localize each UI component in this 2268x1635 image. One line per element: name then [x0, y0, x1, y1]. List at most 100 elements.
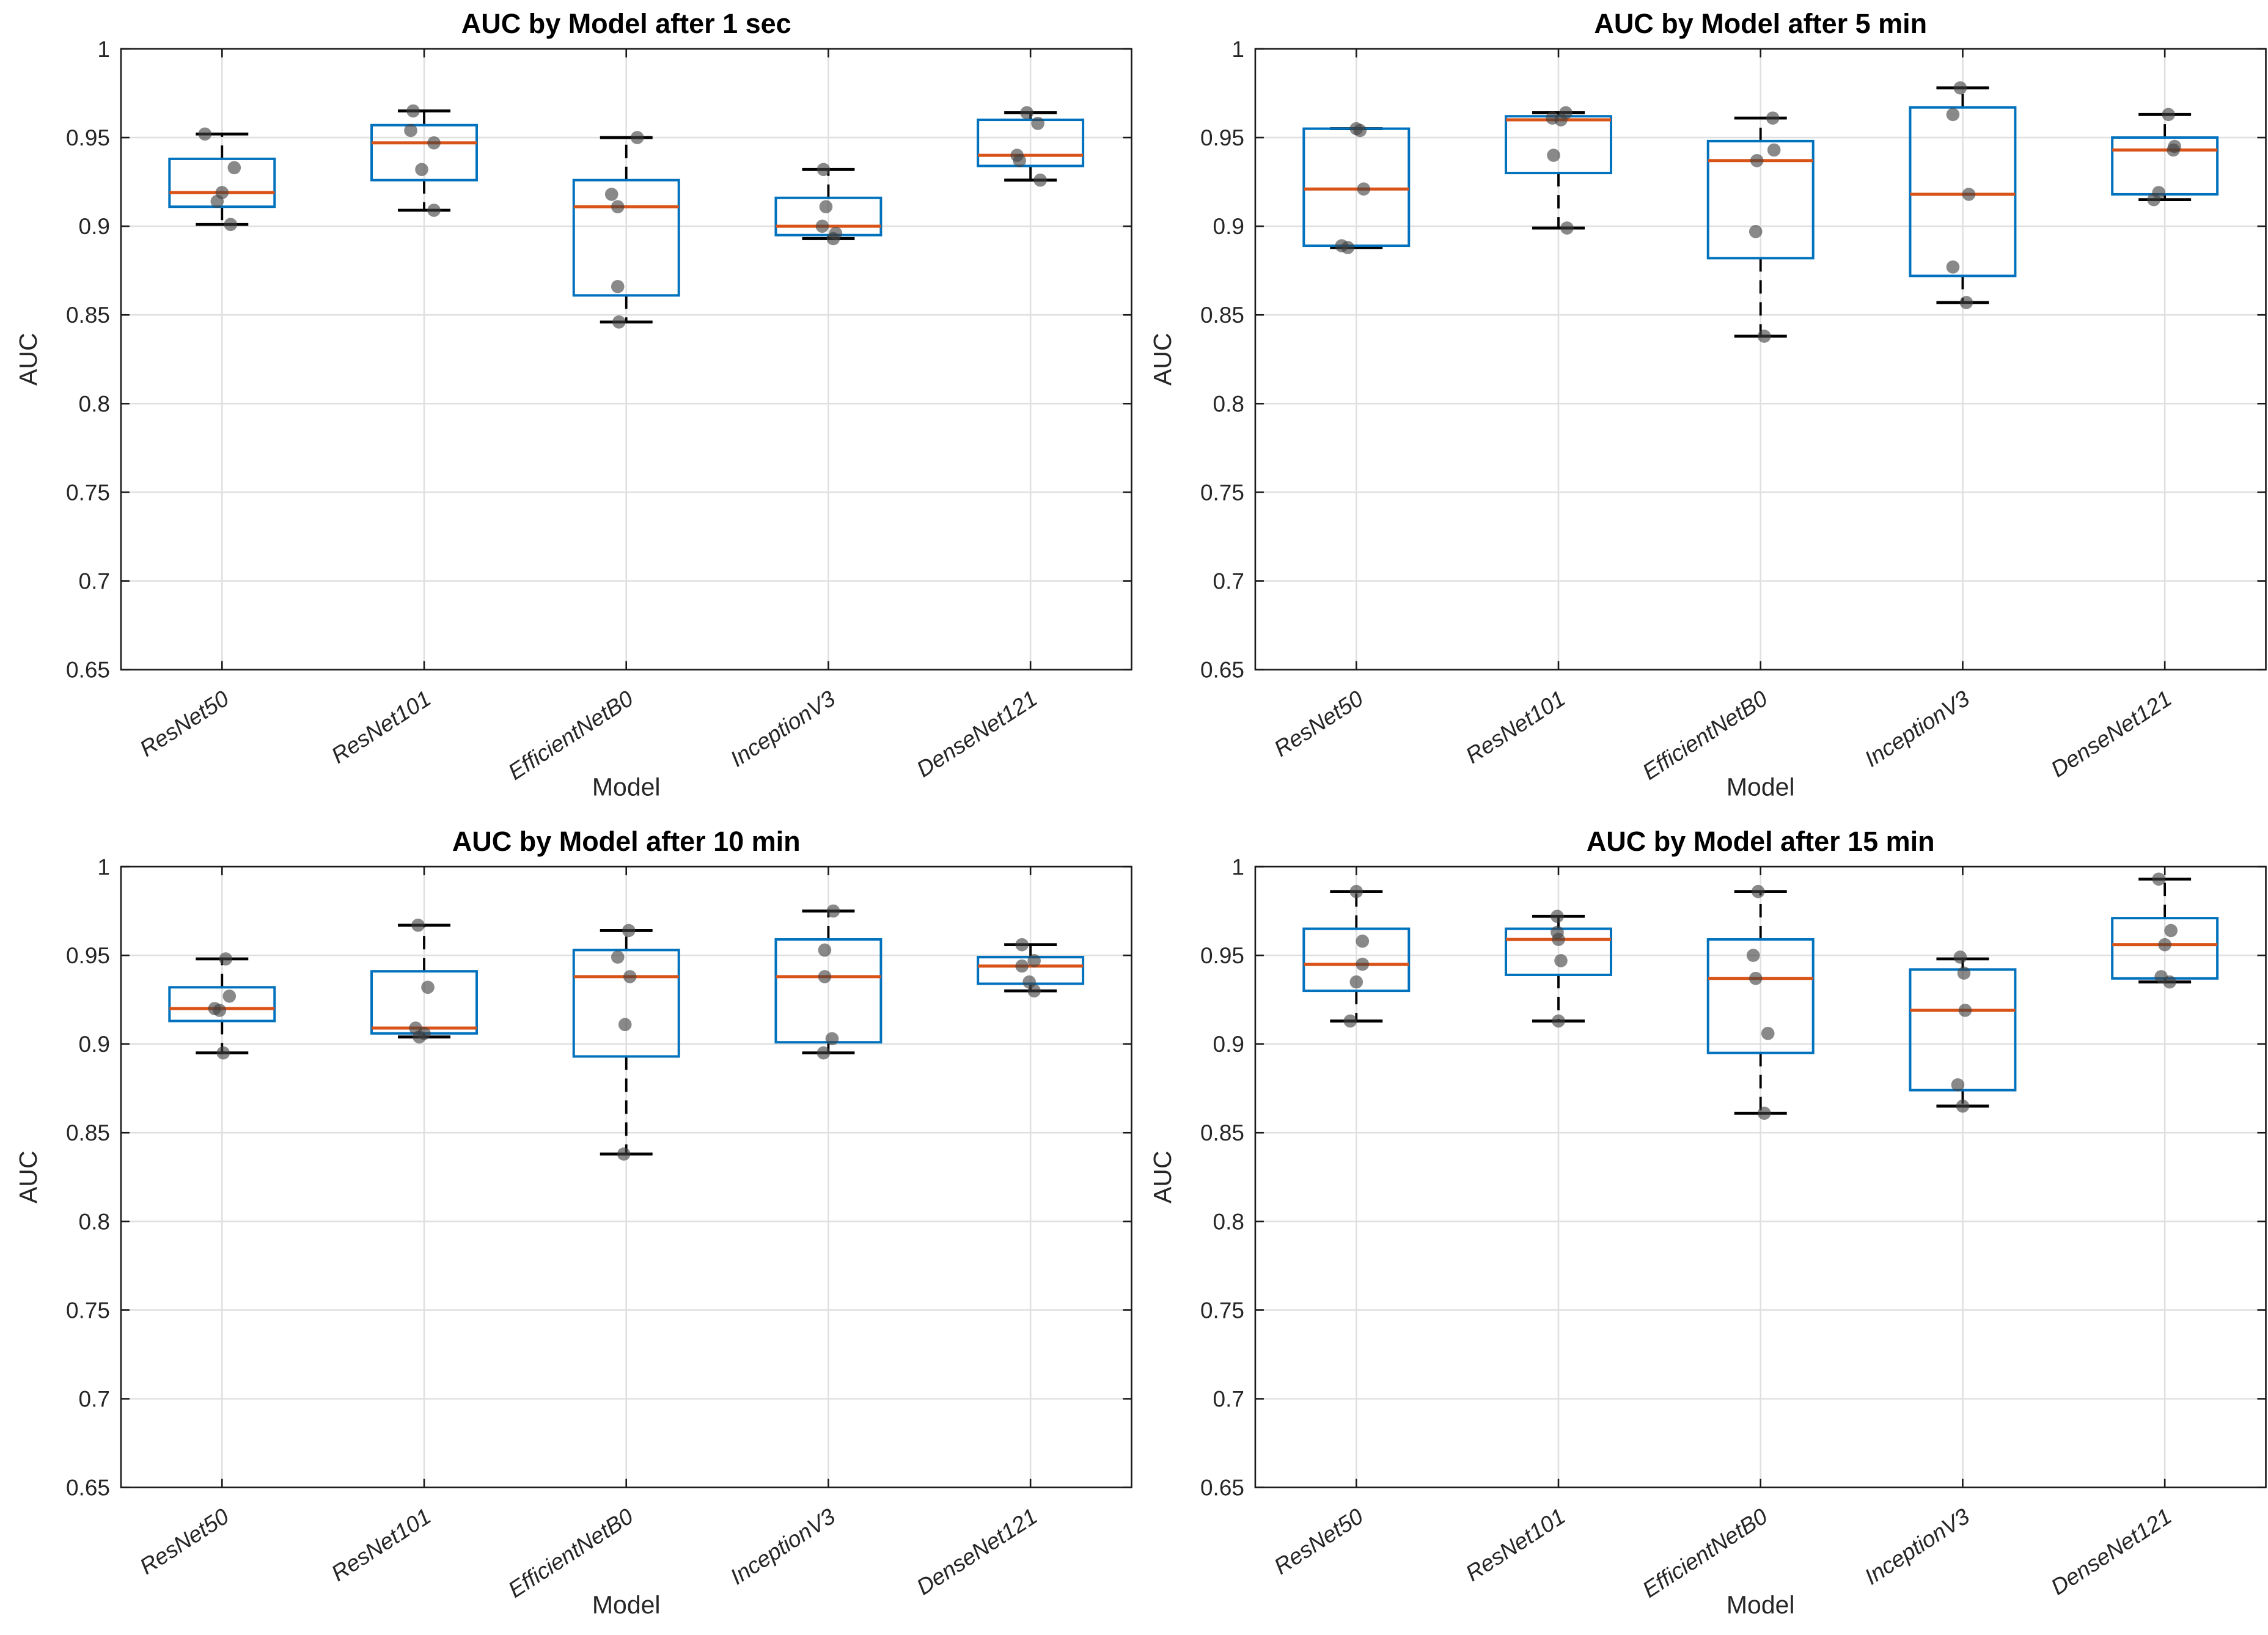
boxplot-after-10-min: 0.65 0.7 0.75 0.8 0.85 0.9 0.95 1 ResNet50 ResNet…	[14, 825, 1132, 1618]
data-point	[404, 123, 417, 138]
x-axis-label: Model	[1726, 1590, 1794, 1618]
box-group-ResNet101	[1504, 909, 1612, 1027]
y-axis-label: AUC	[14, 1150, 42, 1203]
data-point	[1020, 106, 1033, 120]
data-point	[825, 1032, 839, 1045]
data-point	[617, 1147, 631, 1161]
y-tick-label: 0.9	[1213, 214, 1244, 239]
data-point	[216, 1046, 230, 1059]
data-point	[219, 952, 233, 966]
data-point	[1551, 932, 1565, 946]
data-point	[1551, 1014, 1565, 1027]
box-group-ResNet50	[168, 127, 276, 232]
y-tick-label: 0.7	[79, 1386, 110, 1411]
data-point	[1746, 948, 1760, 962]
data-point	[1957, 966, 1970, 980]
x-tick-label: InceptionV3	[1860, 1503, 1973, 1589]
box-group-ResNet101	[370, 104, 478, 217]
box-group-InceptionV3	[1908, 950, 2016, 1113]
y-tick-label: 0.8	[79, 391, 110, 416]
x-tick-label: EfficientNetB0	[1638, 1503, 1772, 1602]
data-point	[1554, 113, 1568, 127]
y-tick-label: 0.85	[1200, 1120, 1244, 1145]
boxplot-after-15-min: 0.65 0.7 0.75 0.8 0.85 0.9 0.95 1 ResNet50 ResNet…	[1148, 825, 2267, 1618]
data-point	[415, 163, 428, 177]
y-tick-label: 0.75	[1200, 480, 1244, 505]
data-point	[817, 163, 831, 177]
y-tick-label: 0.65	[66, 658, 110, 683]
data-point	[612, 315, 626, 329]
data-point	[1015, 959, 1029, 972]
data-point	[611, 950, 625, 964]
box-group-DenseNet121	[2110, 108, 2218, 207]
tick-marks	[120, 865, 1132, 1488]
box-group-DenseNet121	[977, 938, 1085, 998]
data-point	[1751, 884, 1765, 898]
data-point	[1341, 241, 1354, 254]
data-point	[1353, 123, 1367, 138]
box-group-DenseNet121	[2110, 872, 2218, 988]
data-point	[198, 127, 212, 141]
data-point	[1027, 953, 1041, 968]
x-tick-label: InceptionV3	[1860, 686, 1973, 772]
data-point	[2146, 193, 2160, 207]
data-point	[1031, 117, 1044, 130]
data-point	[1349, 884, 1363, 898]
data-point	[1356, 957, 1369, 971]
data-point	[623, 969, 637, 983]
y-tick-label: 0.7	[1213, 1386, 1244, 1411]
iqr-box	[1706, 139, 1815, 260]
data-point	[604, 188, 618, 201]
data-point	[826, 904, 840, 917]
data-point	[1027, 983, 1041, 998]
box-group-EfficientNetB0	[572, 924, 680, 1161]
y-tick-label: 0.75	[1200, 1298, 1244, 1323]
data-point	[1953, 950, 1967, 964]
data-point	[406, 104, 420, 118]
y-tick-label: 0.95	[1200, 125, 1244, 150]
data-point	[618, 1017, 632, 1031]
data-point	[1761, 1026, 1775, 1040]
iqr-box	[168, 985, 276, 1022]
data-point	[817, 1046, 831, 1059]
grid	[120, 48, 1132, 670]
y-tick-label: 0.75	[66, 480, 110, 505]
iqr-box	[1908, 106, 2016, 277]
iqr-box	[370, 123, 478, 182]
data-point	[421, 980, 435, 994]
iqr-box	[572, 178, 680, 297]
data-point	[427, 204, 441, 217]
y-tick-label: 0.95	[66, 125, 110, 150]
x-axis-label: Model	[592, 1590, 661, 1618]
x-tick-label: DenseNet121	[912, 686, 1042, 782]
data-point	[227, 161, 241, 175]
data-point	[818, 969, 832, 983]
tick-marks	[1255, 865, 2266, 1488]
data-point	[2162, 975, 2176, 988]
data-point	[411, 918, 425, 932]
y-tick-label: 1	[1231, 854, 1244, 879]
grid	[1255, 866, 2266, 1488]
data-point	[427, 136, 441, 150]
data-point	[1013, 153, 1026, 167]
subplot-after-15-min: 0.65 0.7 0.75 0.8 0.85 0.9 0.95 1 ResNet50 ResNet…	[1134, 818, 2268, 1635]
y-tick-label: 0.9	[79, 214, 110, 239]
boxplot-after-5-min: 0.65 0.7 0.75 0.8 0.85 0.9 0.95 1 ResNet50 ResNet…	[1148, 8, 2267, 801]
x-tick-label: ResNet50	[135, 686, 233, 762]
y-tick-label: 1	[1231, 37, 1244, 62]
data-point	[1560, 221, 1574, 235]
grid	[120, 866, 1132, 1488]
x-tick-label: ResNet101	[327, 1503, 435, 1585]
data-point	[1959, 296, 1973, 309]
data-point	[2157, 938, 2171, 951]
box-group-EfficientNetB0	[572, 131, 680, 329]
data-point	[1757, 329, 1771, 343]
x-tick-label: DenseNet121	[2046, 686, 2176, 782]
data-point	[210, 194, 224, 208]
chart-title: AUC by Model after 15 min	[1586, 825, 1934, 856]
data-point	[611, 280, 625, 293]
iqr-box	[168, 157, 276, 208]
x-tick-label: InceptionV3	[726, 1503, 840, 1589]
plot-area: 0.65 0.7 0.75 0.8 0.85 0.9 0.95 1 ResNet50 ResNet…	[1148, 825, 2267, 1618]
data-point	[1962, 188, 1975, 201]
